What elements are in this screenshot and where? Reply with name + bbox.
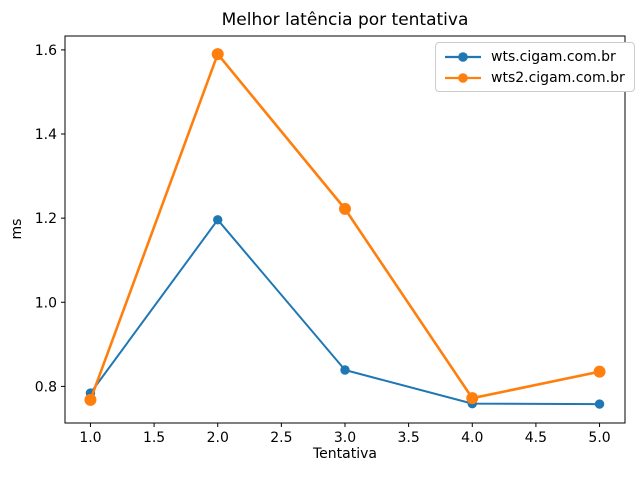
x-tick-label: 1.0 (79, 430, 101, 446)
series-0-marker (594, 399, 605, 409)
series-line-0 (89, 218, 601, 406)
series-line-1 (89, 52, 601, 402)
legend: wts.cigam.com.br wts2.cigam.com.br (435, 42, 635, 92)
x-tick-label: 2.5 (270, 430, 292, 446)
series-1-marker (211, 48, 224, 61)
x-axis-label: Tentativa (313, 446, 377, 462)
y-tick-label: 1.2 (35, 211, 57, 227)
series-1-marker (593, 365, 606, 378)
y-tick-label: 1.4 (35, 127, 57, 143)
axes-spines (64, 35, 626, 424)
y-tick-label: 1.0 (35, 295, 57, 311)
x-tick-label: 3.5 (398, 430, 420, 446)
legend-label: wts2.cigam.com.br (491, 69, 625, 86)
y-tick-label: 0.8 (35, 379, 57, 395)
series-1-marker (466, 392, 479, 405)
legend-entry: wts2.cigam.com.br (444, 68, 625, 87)
legend-line-marker-icon (445, 51, 481, 62)
x-tick-label: 5.0 (588, 430, 610, 446)
x-tick-label: 4.5 (525, 430, 547, 446)
legend-entry: wts.cigam.com.br (444, 47, 625, 66)
series-1-marker (84, 393, 97, 406)
legend-line-marker-icon (445, 72, 481, 83)
series-0-marker (213, 215, 223, 225)
y-tick-label: 1.6 (35, 43, 57, 59)
y-axis-label: ms (9, 218, 25, 240)
chart-title: Melhor latência por tentativa (221, 10, 469, 30)
legend-label: wts.cigam.com.br (491, 48, 616, 65)
x-tick-label: 4.0 (461, 430, 483, 446)
series-1-marker (339, 202, 351, 215)
x-tick-label: 1.5 (143, 430, 165, 446)
x-tick-label: 2.0 (207, 430, 229, 446)
x-tick-label: 3.0 (334, 430, 356, 446)
series-0-marker (340, 365, 350, 375)
